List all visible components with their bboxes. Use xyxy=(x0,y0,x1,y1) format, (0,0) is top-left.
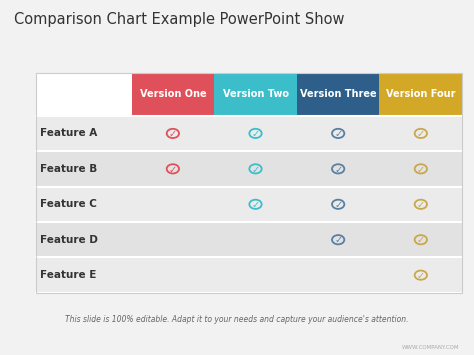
Text: ✓: ✓ xyxy=(334,165,342,175)
Text: Version Two: Version Two xyxy=(222,89,289,99)
Text: Feature E: Feature E xyxy=(40,270,97,280)
Text: Feature A: Feature A xyxy=(40,129,98,138)
Text: Feature B: Feature B xyxy=(40,164,98,174)
Text: ✓: ✓ xyxy=(417,200,425,210)
Text: ✓: ✓ xyxy=(417,129,425,139)
Text: ✓: ✓ xyxy=(251,165,260,175)
Text: ✓: ✓ xyxy=(169,165,177,175)
Text: ✓: ✓ xyxy=(334,129,342,139)
Text: Version Four: Version Four xyxy=(386,89,456,99)
Text: ✓: ✓ xyxy=(417,235,425,245)
Text: ✓: ✓ xyxy=(417,165,425,175)
Text: ✓: ✓ xyxy=(417,271,425,281)
Text: Version One: Version One xyxy=(139,89,206,99)
Text: ✓: ✓ xyxy=(251,129,260,139)
Text: This slide is 100% editable. Adapt it to your needs and capture your audience's : This slide is 100% editable. Adapt it to… xyxy=(65,315,409,324)
Text: Comparison Chart Example PowerPoint Show: Comparison Chart Example PowerPoint Show xyxy=(14,12,345,27)
Text: Feature D: Feature D xyxy=(40,235,98,245)
Text: ✓: ✓ xyxy=(251,200,260,210)
Text: WWW.COMPANY.COM: WWW.COMPANY.COM xyxy=(402,345,460,350)
Text: ✓: ✓ xyxy=(169,129,177,139)
Text: Version Three: Version Three xyxy=(300,89,376,99)
Text: ✓: ✓ xyxy=(334,200,342,210)
Text: Feature C: Feature C xyxy=(40,199,97,209)
Text: ✓: ✓ xyxy=(334,235,342,245)
